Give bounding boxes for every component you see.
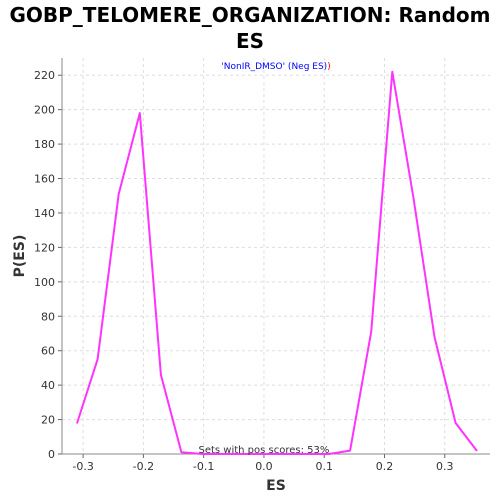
legend: 'NonIR_DMSO' (Neg ES)) [221, 62, 330, 72]
y-tick-label: 40 [41, 379, 55, 392]
data-point [76, 422, 78, 424]
x-tick-label: 0.1 [315, 460, 333, 473]
y-axis-label: P(ES) [12, 235, 28, 278]
x-tick-label: -0.3 [72, 460, 93, 473]
data-point [392, 71, 394, 73]
y-tick-label: 80 [41, 310, 55, 323]
y-tick-label: 100 [34, 276, 55, 289]
y-tick-label: 0 [48, 448, 55, 461]
data-point [97, 359, 99, 361]
legend-series-label: 'NonIR_DMSO' (Neg ES) [221, 62, 327, 72]
y-tick-label: 140 [34, 207, 55, 220]
y-tick-label: 20 [41, 414, 55, 427]
x-tick-label: -0.2 [133, 460, 154, 473]
x-tick-label: 0.3 [436, 460, 454, 473]
data-point [413, 197, 415, 199]
y-tick-label: 200 [34, 104, 55, 117]
x-axis-label: ES [266, 478, 286, 494]
plot-background [62, 58, 490, 454]
x-tick-label: 0.2 [376, 460, 394, 473]
data-point [118, 193, 120, 195]
y-tick-label: 120 [34, 241, 55, 254]
data-point [160, 374, 162, 376]
data-point [476, 450, 478, 452]
y-tick-label: 180 [34, 138, 55, 151]
data-point [349, 450, 351, 452]
data-point [139, 112, 141, 114]
data-point [434, 336, 436, 338]
data-point [370, 331, 372, 333]
data-point [455, 422, 457, 424]
y-tick-label: 60 [41, 345, 55, 358]
x-tick-label: -0.1 [193, 460, 214, 473]
x-tick-label: 0.0 [255, 460, 273, 473]
legend-suffix: ) [327, 62, 331, 72]
data-point [181, 451, 183, 453]
annotation-pos-scores: Sets with pos scores: 53% [198, 445, 329, 456]
y-tick-label: 160 [34, 173, 55, 186]
y-tick-label: 220 [34, 69, 55, 82]
